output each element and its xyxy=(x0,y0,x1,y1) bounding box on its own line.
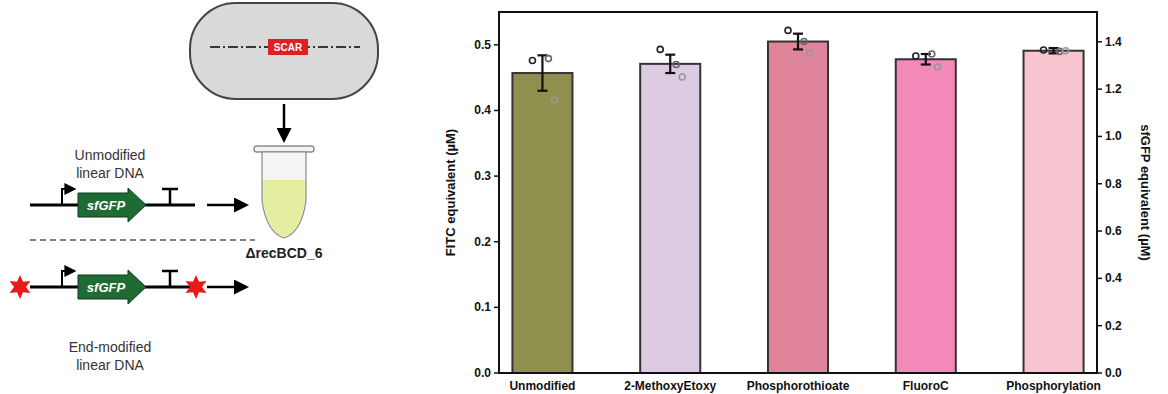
scar-box xyxy=(268,39,308,55)
y2-axis-title: sfGFP equivalent (µM) xyxy=(1138,124,1153,261)
data-point xyxy=(807,50,813,56)
promoter xyxy=(62,271,74,287)
y2-tick xyxy=(1097,325,1102,327)
y2-tick xyxy=(1097,136,1102,138)
x-tick-label: 2-MethoxyEtoxy xyxy=(624,379,716,393)
bar xyxy=(512,73,572,373)
tube-liquid xyxy=(263,180,305,237)
error-line xyxy=(541,55,543,90)
data-point xyxy=(673,62,679,68)
terminator xyxy=(162,189,178,205)
modified-label: End-modified linear DNA xyxy=(69,339,152,373)
bar xyxy=(1024,51,1084,373)
y2-tick-label: 0.8 xyxy=(1105,177,1122,191)
y2-tick-label: 0.4 xyxy=(1105,271,1122,285)
data-point xyxy=(935,64,941,70)
gene xyxy=(78,188,146,222)
separator xyxy=(30,239,255,240)
y-tick-label: 0.3 xyxy=(474,169,491,183)
x-tick-label: Phosphorylation xyxy=(1006,379,1101,393)
arrow xyxy=(207,204,246,207)
y2-tick-label: 1.0 xyxy=(1105,129,1122,143)
y2-tick xyxy=(1097,183,1102,185)
gene-label: sfGFP xyxy=(87,198,126,213)
error-cap xyxy=(793,33,803,35)
data-point xyxy=(801,39,807,45)
tube-body xyxy=(262,152,306,238)
y-tick xyxy=(494,44,499,46)
strain-label: ΔrecBCD_6 xyxy=(246,245,323,261)
error-cap xyxy=(793,48,803,50)
bar xyxy=(640,64,700,373)
error-cap xyxy=(537,90,547,92)
data-point xyxy=(545,56,551,62)
data-point xyxy=(551,97,557,103)
arrow xyxy=(283,104,286,140)
data-point xyxy=(929,51,935,57)
y2-tick-label: 0.0 xyxy=(1105,366,1122,380)
x-tick-label: Unmodified xyxy=(509,379,575,393)
unmodified-label: Unmodified linear DNA xyxy=(75,147,146,181)
plot-frame xyxy=(499,12,1097,373)
y2-tick-label: 0.6 xyxy=(1105,224,1122,238)
y-tick xyxy=(494,307,499,309)
y-axis-title: FITC equivalent (µM) xyxy=(443,129,458,256)
text-line: Unmodified xyxy=(75,147,146,163)
error-cap xyxy=(921,63,931,65)
bar xyxy=(768,42,828,373)
y2-tick-label: 1.4 xyxy=(1105,35,1122,49)
cell xyxy=(190,3,378,99)
data-point xyxy=(679,74,685,80)
error-line xyxy=(797,34,799,50)
error-line xyxy=(669,55,671,73)
y2-tick xyxy=(1097,230,1102,232)
y-tick xyxy=(494,110,499,112)
y-tick xyxy=(494,241,499,243)
y-tick-label: 0.1 xyxy=(474,300,491,314)
text-line: linear DNA xyxy=(76,357,144,373)
y2-tick-label: 1.2 xyxy=(1105,82,1122,96)
data-point xyxy=(785,27,791,33)
data-point xyxy=(913,53,919,59)
plot-marks xyxy=(512,27,1083,373)
y-tick-label: 0.4 xyxy=(474,103,491,117)
y-tick-label: 0.2 xyxy=(474,235,491,249)
end-modification xyxy=(186,275,207,299)
text-line: End-modified xyxy=(69,339,152,355)
error-cap xyxy=(665,72,675,74)
y2-tick xyxy=(1097,372,1102,374)
text-line: linear DNA xyxy=(76,165,144,181)
y2-tick xyxy=(1097,88,1102,90)
data-point xyxy=(1063,48,1069,54)
data-point xyxy=(1041,47,1047,53)
data-point xyxy=(657,46,663,52)
y2-tick-label: 0.2 xyxy=(1105,319,1122,333)
end-modification xyxy=(10,275,31,299)
y-tick-label: 0.0 xyxy=(474,366,491,380)
y-tick xyxy=(494,175,499,177)
y2-tick xyxy=(1097,278,1102,280)
tube-lid xyxy=(254,146,314,152)
y2-tick xyxy=(1097,41,1102,43)
data-point xyxy=(529,58,535,64)
gene xyxy=(78,270,146,304)
scar-label: SCAR xyxy=(274,42,303,53)
y-tick xyxy=(494,372,499,374)
error-cap xyxy=(665,54,675,56)
x-tick-label: FluoroC xyxy=(903,379,949,393)
y-tick-label: 0.5 xyxy=(474,38,491,52)
data-point xyxy=(1057,48,1063,54)
gene-label: sfGFP xyxy=(87,280,126,295)
promoter xyxy=(62,189,74,205)
terminator xyxy=(162,271,178,287)
bar xyxy=(896,59,956,373)
figure: SCARΔrecBCD_6Unmodifiedlinear DNAEnd-mod… xyxy=(0,0,1168,394)
arrow xyxy=(207,286,246,289)
error-line xyxy=(925,54,927,65)
x-tick-label: Phosphorothioate xyxy=(747,379,850,393)
